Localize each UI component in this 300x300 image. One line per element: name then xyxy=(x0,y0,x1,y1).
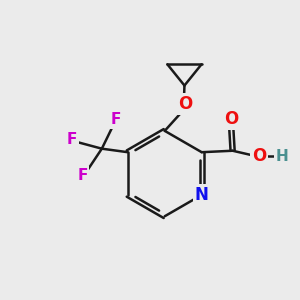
Text: O: O xyxy=(178,95,193,113)
Text: F: F xyxy=(67,132,77,147)
Text: F: F xyxy=(77,168,88,183)
Text: N: N xyxy=(195,186,208,204)
Text: O: O xyxy=(224,110,238,128)
Text: H: H xyxy=(276,148,289,164)
Text: F: F xyxy=(110,112,121,127)
Text: O: O xyxy=(252,147,266,165)
